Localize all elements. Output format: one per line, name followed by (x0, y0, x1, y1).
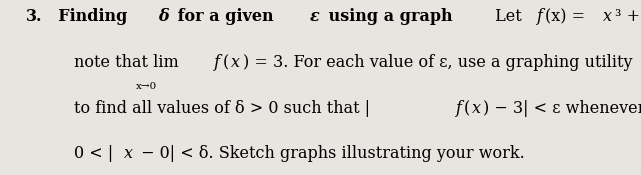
Text: f: f (209, 54, 220, 71)
Text: f: f (456, 100, 462, 117)
Text: ε: ε (310, 8, 320, 25)
Text: (x) =: (x) = (545, 8, 590, 25)
Text: (: ( (223, 54, 229, 71)
Text: note that lim: note that lim (74, 54, 178, 71)
Text: ) − 3| < ε whenever: ) − 3| < ε whenever (483, 100, 641, 117)
Text: x: x (472, 100, 481, 117)
Text: (: ( (463, 100, 470, 117)
Text: Finding: Finding (47, 8, 133, 25)
Text: 3.: 3. (26, 8, 42, 25)
Text: − 0| < δ. Sketch graphs illustrating your work.: − 0| < δ. Sketch graphs illustrating you… (136, 145, 525, 162)
Text: ) = 3. For each value of ε, use a graphing utility: ) = 3. For each value of ε, use a graphi… (243, 54, 632, 71)
Text: x: x (231, 54, 240, 71)
Text: x: x (603, 8, 612, 25)
Text: δ: δ (158, 8, 169, 25)
Text: ³ + 3 and: ³ + 3 and (615, 8, 641, 25)
Text: to find all values of δ > 0 such that |: to find all values of δ > 0 such that | (74, 100, 370, 117)
Text: x: x (124, 145, 133, 162)
Text: f: f (537, 8, 544, 25)
Text: for a given: for a given (172, 8, 279, 25)
Text: Let: Let (490, 8, 527, 25)
Text: x→0: x→0 (136, 82, 158, 91)
Text: using a graph: using a graph (322, 8, 452, 25)
Text: 0 < |: 0 < | (74, 145, 113, 162)
